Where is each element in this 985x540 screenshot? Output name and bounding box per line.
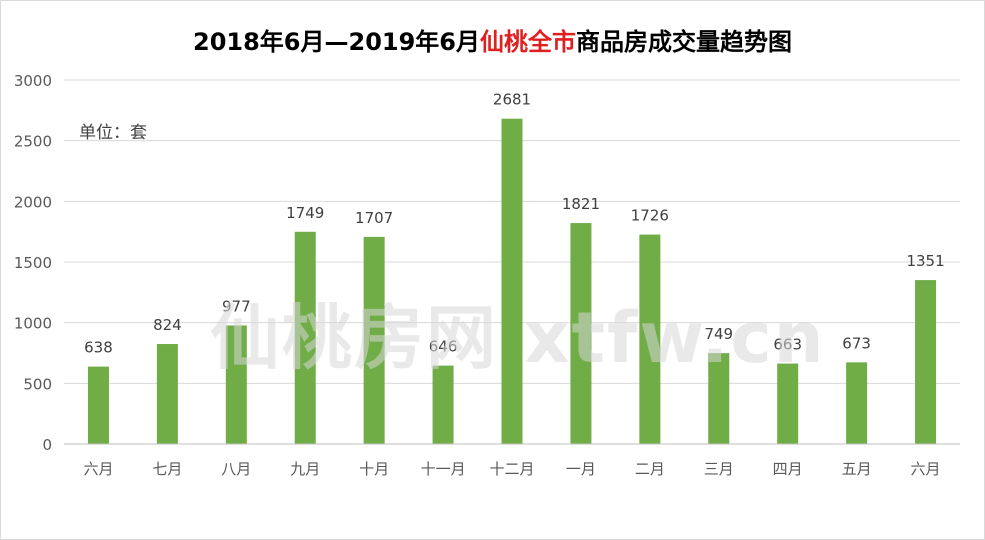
x-tick-label: 十月 [359, 460, 389, 478]
data-label: 977 [222, 297, 251, 315]
x-tick-label: 十一月 [421, 460, 466, 478]
watermark: 仙桃房网 xtfw.cn [210, 297, 826, 379]
x-tick-label: 六月 [83, 460, 113, 478]
bar [777, 363, 799, 444]
x-tick-label: 八月 [221, 460, 251, 478]
y-tick-label: 3000 [14, 72, 52, 90]
chart-title: 2018年6月—2019年6月仙桃全市商品房成交量趋势图 [0, 22, 985, 57]
y-tick-label: 500 [23, 375, 52, 393]
bar [915, 280, 937, 444]
bar [225, 325, 247, 444]
data-label: 824 [153, 316, 182, 334]
y-tick-label: 0 [42, 436, 52, 454]
x-tick-label: 三月 [704, 460, 734, 478]
data-label: 1726 [631, 207, 669, 225]
x-tick-label: 九月 [290, 460, 320, 478]
bar [501, 118, 523, 445]
title-subject: 商品房成交量趋势图 [576, 28, 792, 56]
data-label: 1707 [355, 209, 393, 227]
bar [294, 231, 316, 444]
bar [363, 236, 385, 444]
x-tick-label: 七月 [152, 460, 182, 478]
x-tick-label: 一月 [566, 460, 596, 478]
bar [639, 234, 661, 444]
bar [570, 223, 592, 444]
x-tick-label: 二月 [635, 460, 665, 478]
bar [156, 344, 178, 444]
y-tick-label: 1500 [14, 254, 52, 272]
bar [432, 365, 454, 444]
y-tick-label: 2500 [14, 133, 52, 151]
x-tick-label: 四月 [773, 460, 803, 478]
title-date-range: 2018年6月—2019年6月 [193, 28, 480, 56]
bar [87, 366, 109, 444]
data-label: 1749 [286, 204, 324, 222]
unit-label: 单位：套 [79, 123, 147, 143]
data-label: 749 [704, 325, 733, 343]
data-label: 2681 [493, 91, 531, 109]
data-label: 1351 [906, 252, 944, 270]
x-tick-label: 六月 [911, 460, 941, 478]
data-label: 1821 [562, 195, 600, 213]
title-city: 仙桃全市 [480, 28, 576, 56]
bar [846, 362, 868, 444]
data-label: 663 [773, 336, 802, 354]
data-label: 673 [842, 334, 871, 352]
y-tick-label: 2000 [14, 193, 52, 211]
data-label: 646 [429, 338, 458, 356]
y-tick-label: 1000 [14, 315, 52, 333]
bar [708, 353, 730, 444]
x-tick-label: 十二月 [489, 460, 534, 478]
data-label: 638 [84, 339, 113, 357]
x-tick-label: 五月 [842, 460, 872, 478]
